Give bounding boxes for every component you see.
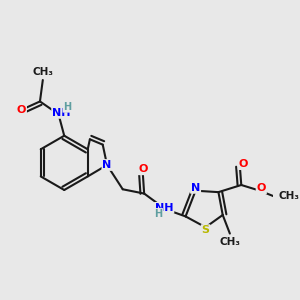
Text: CH₃: CH₃ <box>278 191 299 201</box>
Text: NH: NH <box>155 203 173 213</box>
Text: O: O <box>17 105 26 115</box>
Text: CH₃: CH₃ <box>219 237 240 247</box>
Text: O: O <box>238 159 248 169</box>
Text: O: O <box>256 183 266 194</box>
Text: S: S <box>202 225 210 235</box>
Text: N: N <box>191 183 200 193</box>
Text: CH₃: CH₃ <box>32 67 53 76</box>
Text: O: O <box>138 164 147 174</box>
Text: NH: NH <box>52 108 70 118</box>
Text: H: H <box>154 208 163 219</box>
Text: H: H <box>63 102 71 112</box>
Text: N: N <box>102 160 112 170</box>
